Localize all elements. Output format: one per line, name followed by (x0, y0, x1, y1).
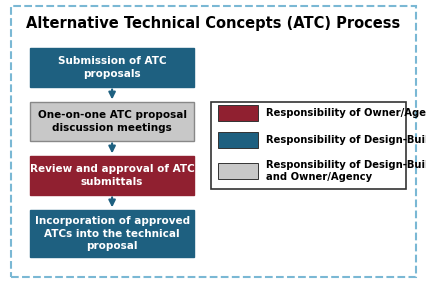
Text: Responsibility of Design-Builder: Responsibility of Design-Builder (265, 135, 426, 145)
Text: Responsibility of Owner/Agency: Responsibility of Owner/Agency (265, 108, 426, 118)
Bar (217, 163, 258, 179)
Text: One-on-one ATC proposal
discussion meetings: One-on-one ATC proposal discussion meeti… (37, 110, 186, 133)
Text: Review and approval of ATC
submittals: Review and approval of ATC submittals (30, 164, 194, 187)
Text: Responsibility of Design-Builder
and Owner/Agency: Responsibility of Design-Builder and Own… (265, 160, 426, 182)
Bar (30, 156, 194, 195)
Bar (211, 102, 405, 189)
Text: Alternative Technical Concepts (ATC) Process: Alternative Technical Concepts (ATC) Pro… (26, 16, 400, 31)
Bar (30, 102, 194, 141)
Bar (217, 132, 258, 148)
Bar (30, 210, 194, 257)
Bar (30, 48, 194, 87)
Text: Incorporation of approved
ATCs into the technical
proposal: Incorporation of approved ATCs into the … (35, 216, 189, 251)
Text: Submission of ATC
proposals: Submission of ATC proposals (58, 56, 166, 79)
Bar (217, 105, 258, 121)
